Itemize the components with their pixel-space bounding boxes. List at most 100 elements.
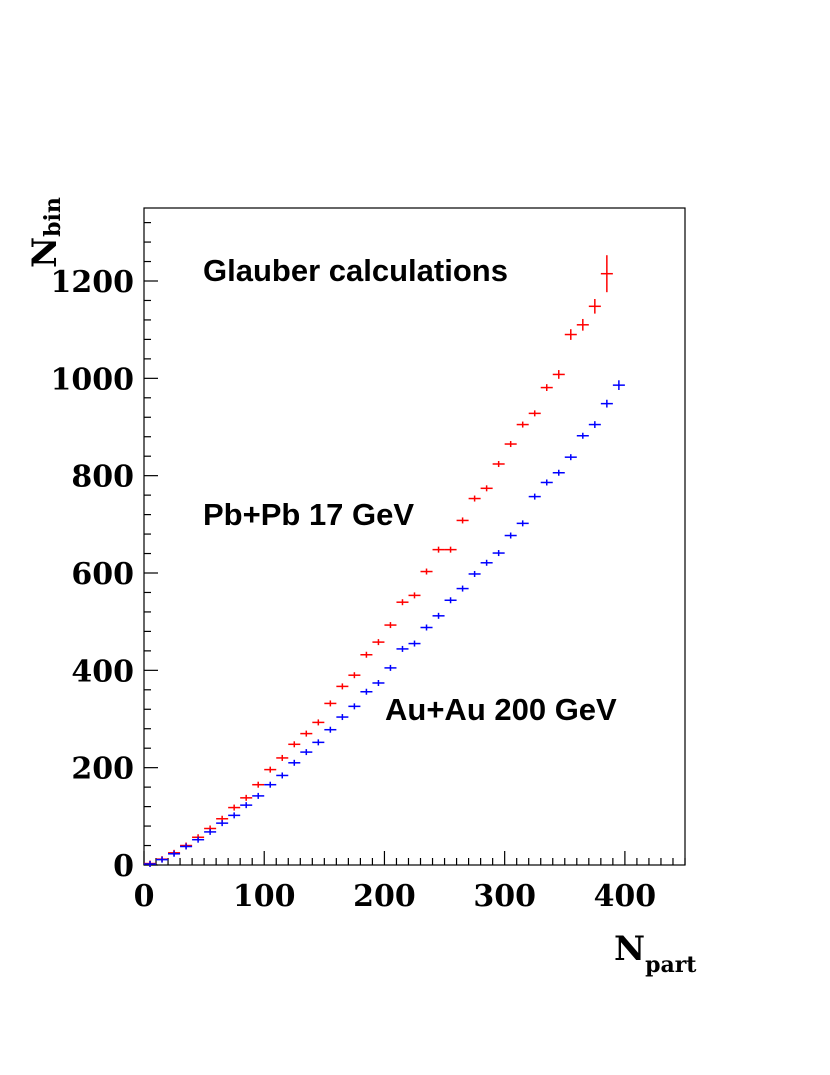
plot-frame [143, 207, 686, 866]
x-axis-title-sub: part [645, 952, 697, 978]
y-tick-label: 1200 [51, 265, 135, 300]
y-axis-title-sub: bin [40, 197, 66, 237]
data-point [264, 766, 277, 773]
data-point [300, 749, 313, 756]
x-axis-title-main: N [614, 929, 645, 969]
data-point [492, 550, 505, 557]
data-point [288, 741, 301, 748]
data-point [456, 585, 469, 592]
data-point [540, 479, 553, 486]
annotation-auau: Au+Au 200 GeV [385, 692, 617, 727]
data-point [240, 802, 253, 809]
data-point [432, 612, 445, 619]
data-point [480, 485, 493, 492]
data-point [576, 318, 589, 331]
data-point [408, 640, 421, 647]
data-point [360, 651, 373, 658]
x-tick-label: 200 [353, 879, 416, 914]
data-point [444, 546, 457, 553]
data-point [396, 645, 409, 652]
data-point [204, 828, 217, 835]
data-point [504, 532, 517, 539]
data-point [600, 255, 613, 293]
data-point [252, 792, 265, 799]
data-point [288, 759, 301, 766]
series-0 [144, 255, 613, 867]
data-point [480, 559, 493, 566]
y-tick-label: 200 [71, 752, 134, 787]
data-point [468, 495, 481, 502]
x-tick-label: 100 [233, 879, 296, 914]
data-point [588, 299, 601, 314]
annotation-pbpb: Pb+Pb 17 GeV [203, 497, 414, 532]
data-point [516, 520, 529, 527]
y-axis-title: Nbin [25, 197, 66, 268]
data-point [252, 781, 265, 788]
data-point [576, 432, 589, 439]
data-point [456, 517, 469, 524]
data-point [312, 739, 325, 746]
data-point [552, 370, 565, 379]
data-point [312, 719, 325, 726]
data-point [336, 683, 349, 690]
y-tick-label: 0 [113, 849, 134, 884]
data-point [228, 804, 241, 811]
data-point [528, 493, 541, 500]
x-tick-label: 400 [594, 879, 657, 914]
data-point [192, 836, 205, 843]
y-tick-label: 600 [71, 557, 134, 592]
data-point [384, 622, 397, 629]
data-point [276, 754, 289, 761]
data-point [360, 688, 373, 695]
data-point [492, 460, 505, 467]
data-series [144, 255, 625, 868]
x-tick-label: 0 [134, 879, 155, 914]
y-tick-label: 400 [71, 654, 134, 689]
data-point [528, 410, 541, 417]
data-point [264, 781, 277, 788]
data-point [216, 820, 229, 827]
data-point [552, 469, 565, 476]
data-point [612, 380, 625, 391]
data-point [228, 812, 241, 819]
x-axis: 0 100 200 300 400 [134, 851, 686, 914]
y-axis: 0 200 400 600 800 1000 1200 [51, 222, 158, 884]
data-point [504, 441, 517, 448]
series-1 [144, 380, 625, 868]
data-point [564, 329, 577, 340]
data-point [180, 843, 193, 850]
y-axis-title-main: N [25, 237, 65, 268]
data-point [432, 546, 445, 553]
data-point [408, 592, 421, 599]
data-point [144, 861, 157, 868]
data-point [276, 772, 289, 779]
annotation-glauber: Glauber calculations [203, 253, 508, 288]
x-axis-title: Npart [614, 929, 697, 978]
y-tick-label: 1000 [51, 362, 135, 397]
data-point [168, 850, 181, 857]
data-point [396, 599, 409, 606]
data-point [444, 597, 457, 604]
data-point [420, 568, 433, 575]
data-point [420, 624, 433, 631]
data-point [384, 664, 397, 671]
data-point [348, 672, 361, 679]
data-point [588, 421, 601, 428]
data-point [468, 570, 481, 577]
data-point [324, 726, 337, 733]
data-point [324, 700, 337, 707]
x-tick-label: 300 [473, 879, 536, 914]
data-point [372, 639, 385, 646]
data-point [300, 730, 313, 737]
y-tick-label: 800 [71, 460, 134, 495]
data-point [336, 714, 349, 721]
data-point [564, 454, 577, 461]
data-point [540, 384, 553, 391]
data-point [600, 399, 613, 408]
data-point [348, 703, 361, 710]
data-point [516, 421, 529, 428]
data-point [156, 856, 169, 863]
data-point [372, 679, 385, 686]
data-point [240, 794, 253, 801]
